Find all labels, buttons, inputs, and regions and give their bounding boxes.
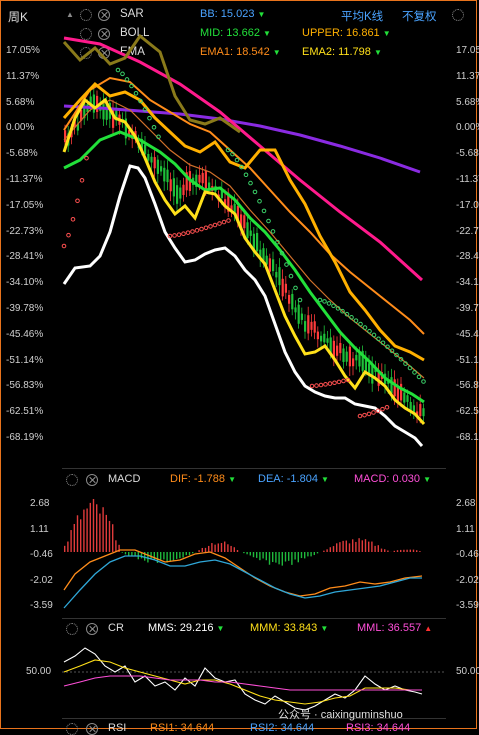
close-icon[interactable] (86, 723, 98, 735)
rsi3-label: RSI3: (346, 722, 374, 734)
rsi1-label: RSI1: (150, 722, 178, 734)
cr-mms-line (64, 648, 422, 710)
rsi2: RSI2: 34.644 (250, 722, 314, 734)
watermark: 公众号 · caixinguminshuo (278, 706, 403, 722)
cr-mmm-line (64, 660, 422, 704)
gear-icon[interactable] (66, 723, 78, 735)
rsi1-number: 34.644 (181, 722, 215, 734)
rsi3-number: 34.644 (377, 722, 411, 734)
rsi-title[interactable]: RSI (108, 722, 126, 734)
rsi1: RSI1: 34.644 (150, 722, 214, 734)
rsi2-label: RSI2: (250, 722, 278, 734)
rsi3: RSI3: 34.644 (346, 722, 410, 734)
rsi2-number: 34.644 (281, 722, 315, 734)
